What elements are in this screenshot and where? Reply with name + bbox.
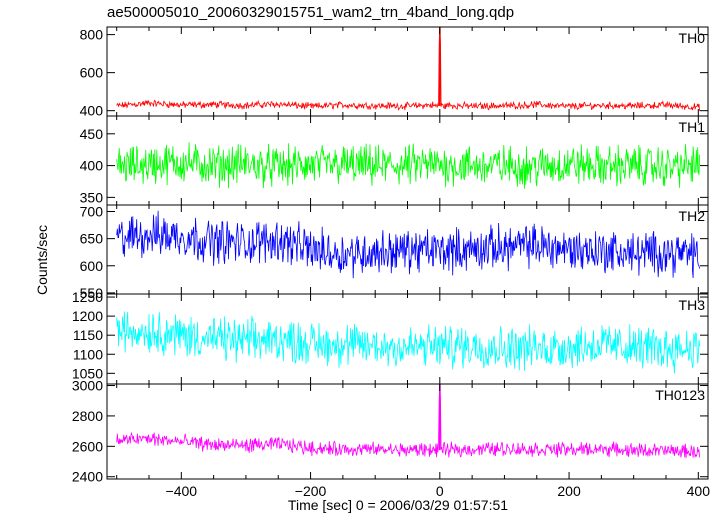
- panel-th0: 400 600 800 TH0: [80, 26, 709, 119]
- series-label-th0: TH0: [679, 30, 706, 46]
- y-tick-label: 700: [80, 204, 104, 220]
- panel-th3: 1050 1100 1150 1200 1250 TH3: [72, 289, 709, 385]
- series-label-th1: TH1: [679, 119, 706, 135]
- panel-frame: [106, 383, 709, 480]
- y-tick-label: 1150: [73, 327, 103, 343]
- series-line-th0123: [116, 384, 700, 459]
- series-label-th0123: TH0123: [655, 387, 705, 403]
- y-tick-label: 600: [80, 258, 104, 274]
- y-tick-label: 400: [80, 158, 104, 174]
- x-tick-label: 400: [687, 483, 711, 499]
- x-axis-label: Time [sec] 0 = 2006/03/29 01:57:51: [288, 497, 508, 513]
- x-tick-label: −200: [295, 483, 327, 499]
- panel-th0123: 2400 2600 2800 3000 TH0123: [72, 378, 709, 485]
- y-tick-label: 1250: [72, 289, 103, 305]
- y-tick-label: 1100: [73, 346, 103, 362]
- y-tick-label: 2800: [72, 408, 103, 424]
- y-tick-label: 550: [80, 285, 104, 301]
- x-tick-label: −400: [166, 483, 198, 499]
- series-line-th1: [116, 142, 700, 189]
- y-tick-label: 600: [80, 65, 104, 81]
- series-label-th3: TH3: [679, 297, 706, 313]
- chart-title: ae500005010_20060329015751_wam2_trn_4ban…: [107, 4, 514, 21]
- y-tick-label: 450: [80, 126, 104, 142]
- y-tick-label: 3000: [72, 378, 103, 394]
- y-tick-label: 1050: [72, 365, 103, 381]
- panels-group: 400 600 800 TH0 350 400 450 TH1 550 600 650 700 TH2 1…: [72, 26, 711, 499]
- y-tick-label: 800: [80, 27, 104, 43]
- series-label-th2: TH2: [679, 208, 706, 224]
- series-line-th2: [116, 210, 700, 279]
- y-tick-label: 1200: [72, 308, 103, 324]
- y-axis-label: Counts/sec: [34, 225, 50, 295]
- panel-th2: 550 600 650 700 TH2: [80, 204, 709, 301]
- y-tick-label: 350: [80, 189, 104, 205]
- panel-th1: 350 400 450 TH1: [80, 115, 709, 206]
- y-tick-label: 400: [80, 103, 104, 119]
- y-tick-label: 2600: [72, 438, 103, 454]
- x-tick-label: 200: [557, 483, 581, 499]
- y-tick-label: 2400: [72, 469, 103, 485]
- series-line-th0: [116, 27, 700, 112]
- series-line-th3: [116, 311, 700, 374]
- x-tick-label: 0: [436, 483, 444, 499]
- y-tick-label: 650: [80, 231, 104, 247]
